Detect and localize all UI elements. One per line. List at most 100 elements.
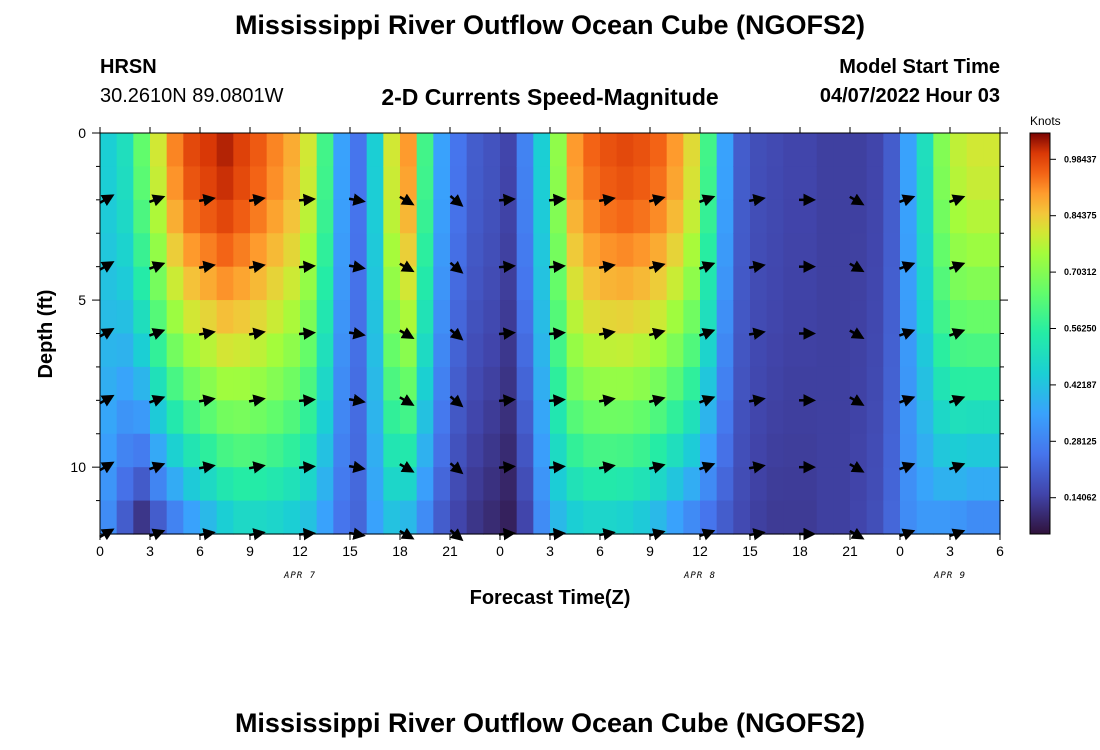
heatmap-cell — [350, 467, 368, 502]
heatmap-cell — [683, 300, 701, 335]
heatmap-cell — [400, 433, 418, 468]
heatmap-cell — [766, 266, 784, 301]
current-vector-arrow — [248, 260, 266, 274]
heatmap-cell — [783, 266, 801, 301]
heatmap-cell — [383, 266, 401, 301]
heatmap-cell — [250, 266, 268, 301]
heatmap-cell — [833, 366, 851, 401]
x-tick-label: 15 — [742, 543, 758, 559]
heatmap-cell — [266, 500, 284, 535]
heatmap-cell — [200, 333, 218, 368]
heatmap-cell — [366, 300, 384, 335]
current-vector-arrow — [298, 461, 316, 474]
heatmap-cell — [266, 433, 284, 468]
heatmap-cell — [883, 500, 901, 535]
heatmap-cell — [383, 300, 401, 335]
heatmap-cell — [216, 300, 234, 335]
heatmap-cell — [516, 400, 534, 435]
heatmap-cell — [333, 133, 351, 168]
heatmap-cell — [966, 300, 984, 335]
heatmap-cell — [400, 133, 418, 168]
heatmap-cell — [283, 400, 301, 435]
heatmap-cell — [850, 400, 868, 435]
heatmap-cell — [800, 366, 818, 401]
current-vector-arrow — [148, 328, 166, 340]
heatmap-cell — [466, 400, 484, 435]
heatmap-cell — [766, 500, 784, 535]
heatmap-cell — [166, 199, 184, 234]
heatmap-cell — [183, 333, 201, 368]
heatmap-cell — [766, 300, 784, 335]
heatmap-cell — [850, 366, 868, 401]
heatmap-cell — [633, 166, 651, 201]
heatmap-cell — [100, 266, 118, 301]
heatmap-cell — [633, 300, 651, 335]
heatmap — [100, 133, 1001, 535]
heatmap-cell — [900, 500, 918, 535]
heatmap-cell — [566, 199, 584, 234]
current-vector-arrow — [548, 394, 566, 407]
heatmap-cell — [883, 400, 901, 435]
heatmap-cell — [783, 233, 801, 268]
heatmap-cell — [633, 467, 651, 502]
heatmap-cell — [833, 199, 851, 234]
heatmap-cell — [966, 166, 984, 201]
heatmap-cell — [483, 333, 501, 368]
current-vector-arrow — [698, 461, 716, 474]
heatmap-cell — [666, 266, 684, 301]
heatmap-cell — [383, 433, 401, 468]
colorbar-tick-label: 0.42187 — [1064, 380, 1097, 390]
heatmap-cell — [100, 500, 118, 535]
y-axis-title: Depth (ft) — [35, 290, 57, 379]
heatmap-cell — [333, 400, 351, 435]
heatmap-cell — [500, 199, 518, 234]
heatmap-cell — [950, 467, 968, 502]
heatmap-cell — [350, 233, 368, 268]
heatmap-cell — [733, 233, 751, 268]
heatmap-cell — [300, 500, 318, 535]
x-tick-label: 12 — [292, 543, 308, 559]
x-tick-label: 15 — [342, 543, 358, 559]
heatmap-cell — [533, 467, 551, 502]
x-tick-label: 9 — [646, 543, 654, 559]
heatmap-cell — [800, 133, 818, 168]
heatmap-cell — [283, 467, 301, 502]
current-vector-arrow — [849, 394, 865, 406]
heatmap-cell — [716, 366, 734, 401]
heatmap-cell — [750, 266, 768, 301]
current-vector-arrow — [548, 260, 566, 274]
heatmap-cell — [300, 300, 318, 335]
heatmap-cell — [816, 233, 834, 268]
heatmap-cell — [350, 133, 368, 168]
heatmap-cell — [300, 199, 318, 234]
heatmap-cell — [316, 333, 334, 368]
heatmap-cell — [416, 199, 434, 234]
heatmap-cell — [683, 366, 701, 401]
heatmap-cell — [633, 199, 651, 234]
heatmap-cell — [883, 467, 901, 502]
heatmap-cell — [266, 199, 284, 234]
heatmap-cell — [333, 467, 351, 502]
heatmap-cell — [766, 166, 784, 201]
heatmap-cell — [583, 500, 601, 535]
heatmap-cell — [550, 467, 568, 502]
current-vector-arrow — [598, 260, 616, 274]
current-vector-arrow — [548, 193, 566, 207]
heatmap-cell — [133, 266, 151, 301]
heatmap-cell — [450, 333, 468, 368]
heatmap-cell — [116, 467, 134, 502]
heatmap-cell — [183, 467, 201, 502]
heatmap-cell — [583, 400, 601, 435]
heatmap-cell — [533, 366, 551, 401]
heatmap-cell — [133, 366, 151, 401]
heatmap-cell — [350, 166, 368, 201]
heatmap-cell — [366, 366, 384, 401]
heatmap-cell — [683, 500, 701, 535]
heatmap-cell — [266, 366, 284, 401]
heatmap-cell — [566, 133, 584, 168]
heatmap-cell — [466, 500, 484, 535]
heatmap-cell — [183, 266, 201, 301]
heatmap-cell — [133, 400, 151, 435]
heatmap-cell — [566, 233, 584, 268]
heatmap-cell — [833, 233, 851, 268]
